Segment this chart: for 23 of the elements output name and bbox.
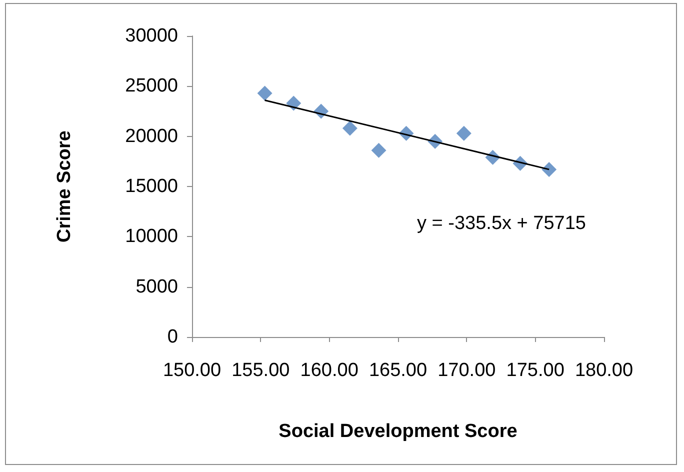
x-tick-label: 160.00: [300, 360, 358, 381]
x-tick-label: 155.00: [232, 360, 290, 381]
x-tick-label: 170.00: [438, 360, 496, 381]
y-axis-title: Crime Score: [54, 130, 75, 242]
point: [286, 96, 302, 111]
x-tick-label: 150.00: [162, 360, 222, 381]
point: [456, 126, 472, 141]
x-axis-title: Social Development Score: [278, 421, 518, 442]
point: [342, 120, 358, 136]
y-tick-label: 30000: [125, 26, 178, 46]
y-tick-label: 10000: [125, 226, 178, 248]
y-tick-label: 5000: [136, 276, 178, 298]
x-tick-label: 180.00: [574, 360, 634, 381]
point: [371, 142, 386, 158]
point: [257, 86, 272, 101]
y-tick-label: 25000: [125, 76, 178, 97]
y-tick-label: 0: [167, 326, 178, 348]
point: [542, 162, 557, 177]
y-tick-label: 15000: [125, 176, 178, 197]
x-tick-label: 175.00: [506, 360, 564, 381]
x-tick-label: 165.00: [368, 360, 428, 381]
annotation: y = -335.5x + 75715: [416, 213, 586, 234]
y-tick-label: 20000: [125, 126, 178, 147]
